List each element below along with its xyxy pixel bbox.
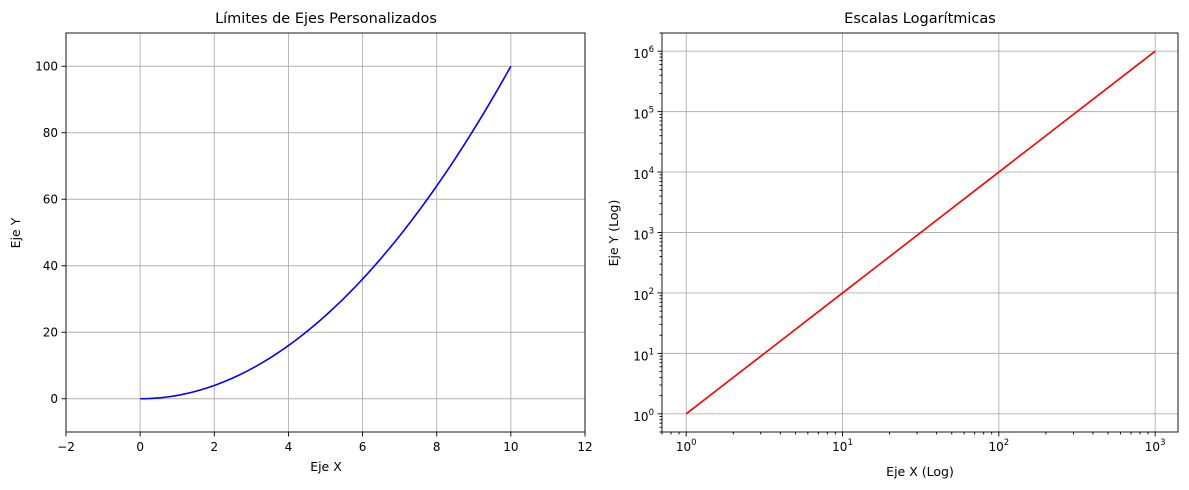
series-line: [140, 65, 512, 400]
x-tick-label: 8: [433, 440, 441, 454]
y-tick-label: 104: [633, 166, 654, 182]
y-tick-label: 102: [633, 287, 654, 303]
y-tick-label: 100: [35, 59, 58, 73]
x-tick-label: 10: [503, 440, 518, 454]
y-tick-label: 103: [633, 227, 654, 243]
y-tick-label: 60: [43, 192, 58, 206]
y-tick-label: 100: [633, 408, 654, 424]
x-tick-label: 2: [210, 440, 218, 454]
x-tick-label: 100: [676, 438, 697, 454]
y-tick-label: 20: [43, 325, 58, 339]
chart-title: Límites de Ejes Personalizados: [215, 11, 437, 27]
grid: [65, 33, 586, 432]
tick-labels: −2 0 2 4 6 8 10 12 0 20 40 60 80 100: [35, 59, 593, 454]
chart-log-panel: Escalas Logarítmicas Eje X (Log) Eje Y (…: [606, 11, 1179, 479]
series-line: [685, 50, 1156, 415]
chart-title: Escalas Logarítmicas: [844, 11, 996, 27]
plot-frame: [661, 32, 1179, 433]
chart-linear-panel: Límites de Ejes Personalizados Eje X Eje…: [8, 11, 593, 474]
axis-ticks: [657, 32, 1156, 437]
x-tick-label: 12: [577, 440, 592, 454]
y-tick-label: 0: [50, 392, 58, 406]
y-tick-label: 40: [43, 259, 58, 273]
plot-frame: [65, 32, 586, 433]
x-tick-label: 103: [1145, 438, 1166, 454]
x-tick-label: 4: [285, 440, 293, 454]
y-axis-label: Eje Y (Log): [606, 200, 621, 267]
y-tick-label: 106: [633, 45, 654, 61]
x-tick-label: 6: [359, 440, 367, 454]
x-tick-label: −2: [57, 440, 75, 454]
x-axis-label: Eje X: [310, 459, 342, 474]
x-tick-label: 0: [136, 440, 144, 454]
y-tick-label: 80: [43, 126, 58, 140]
x-axis-label: Eje X (Log): [886, 464, 954, 479]
y-axis-label: Eje Y: [8, 217, 23, 248]
tick-labels: 100 101 102 103 100 101 102 103 104 105 106: [633, 45, 1165, 454]
x-tick-label: 102: [988, 438, 1009, 454]
axis-ticks: [61, 65, 586, 437]
y-tick-label: 101: [633, 347, 654, 363]
y-tick-label: 105: [633, 106, 654, 122]
grid: [662, 33, 1178, 432]
x-tick-label: 101: [832, 438, 853, 454]
